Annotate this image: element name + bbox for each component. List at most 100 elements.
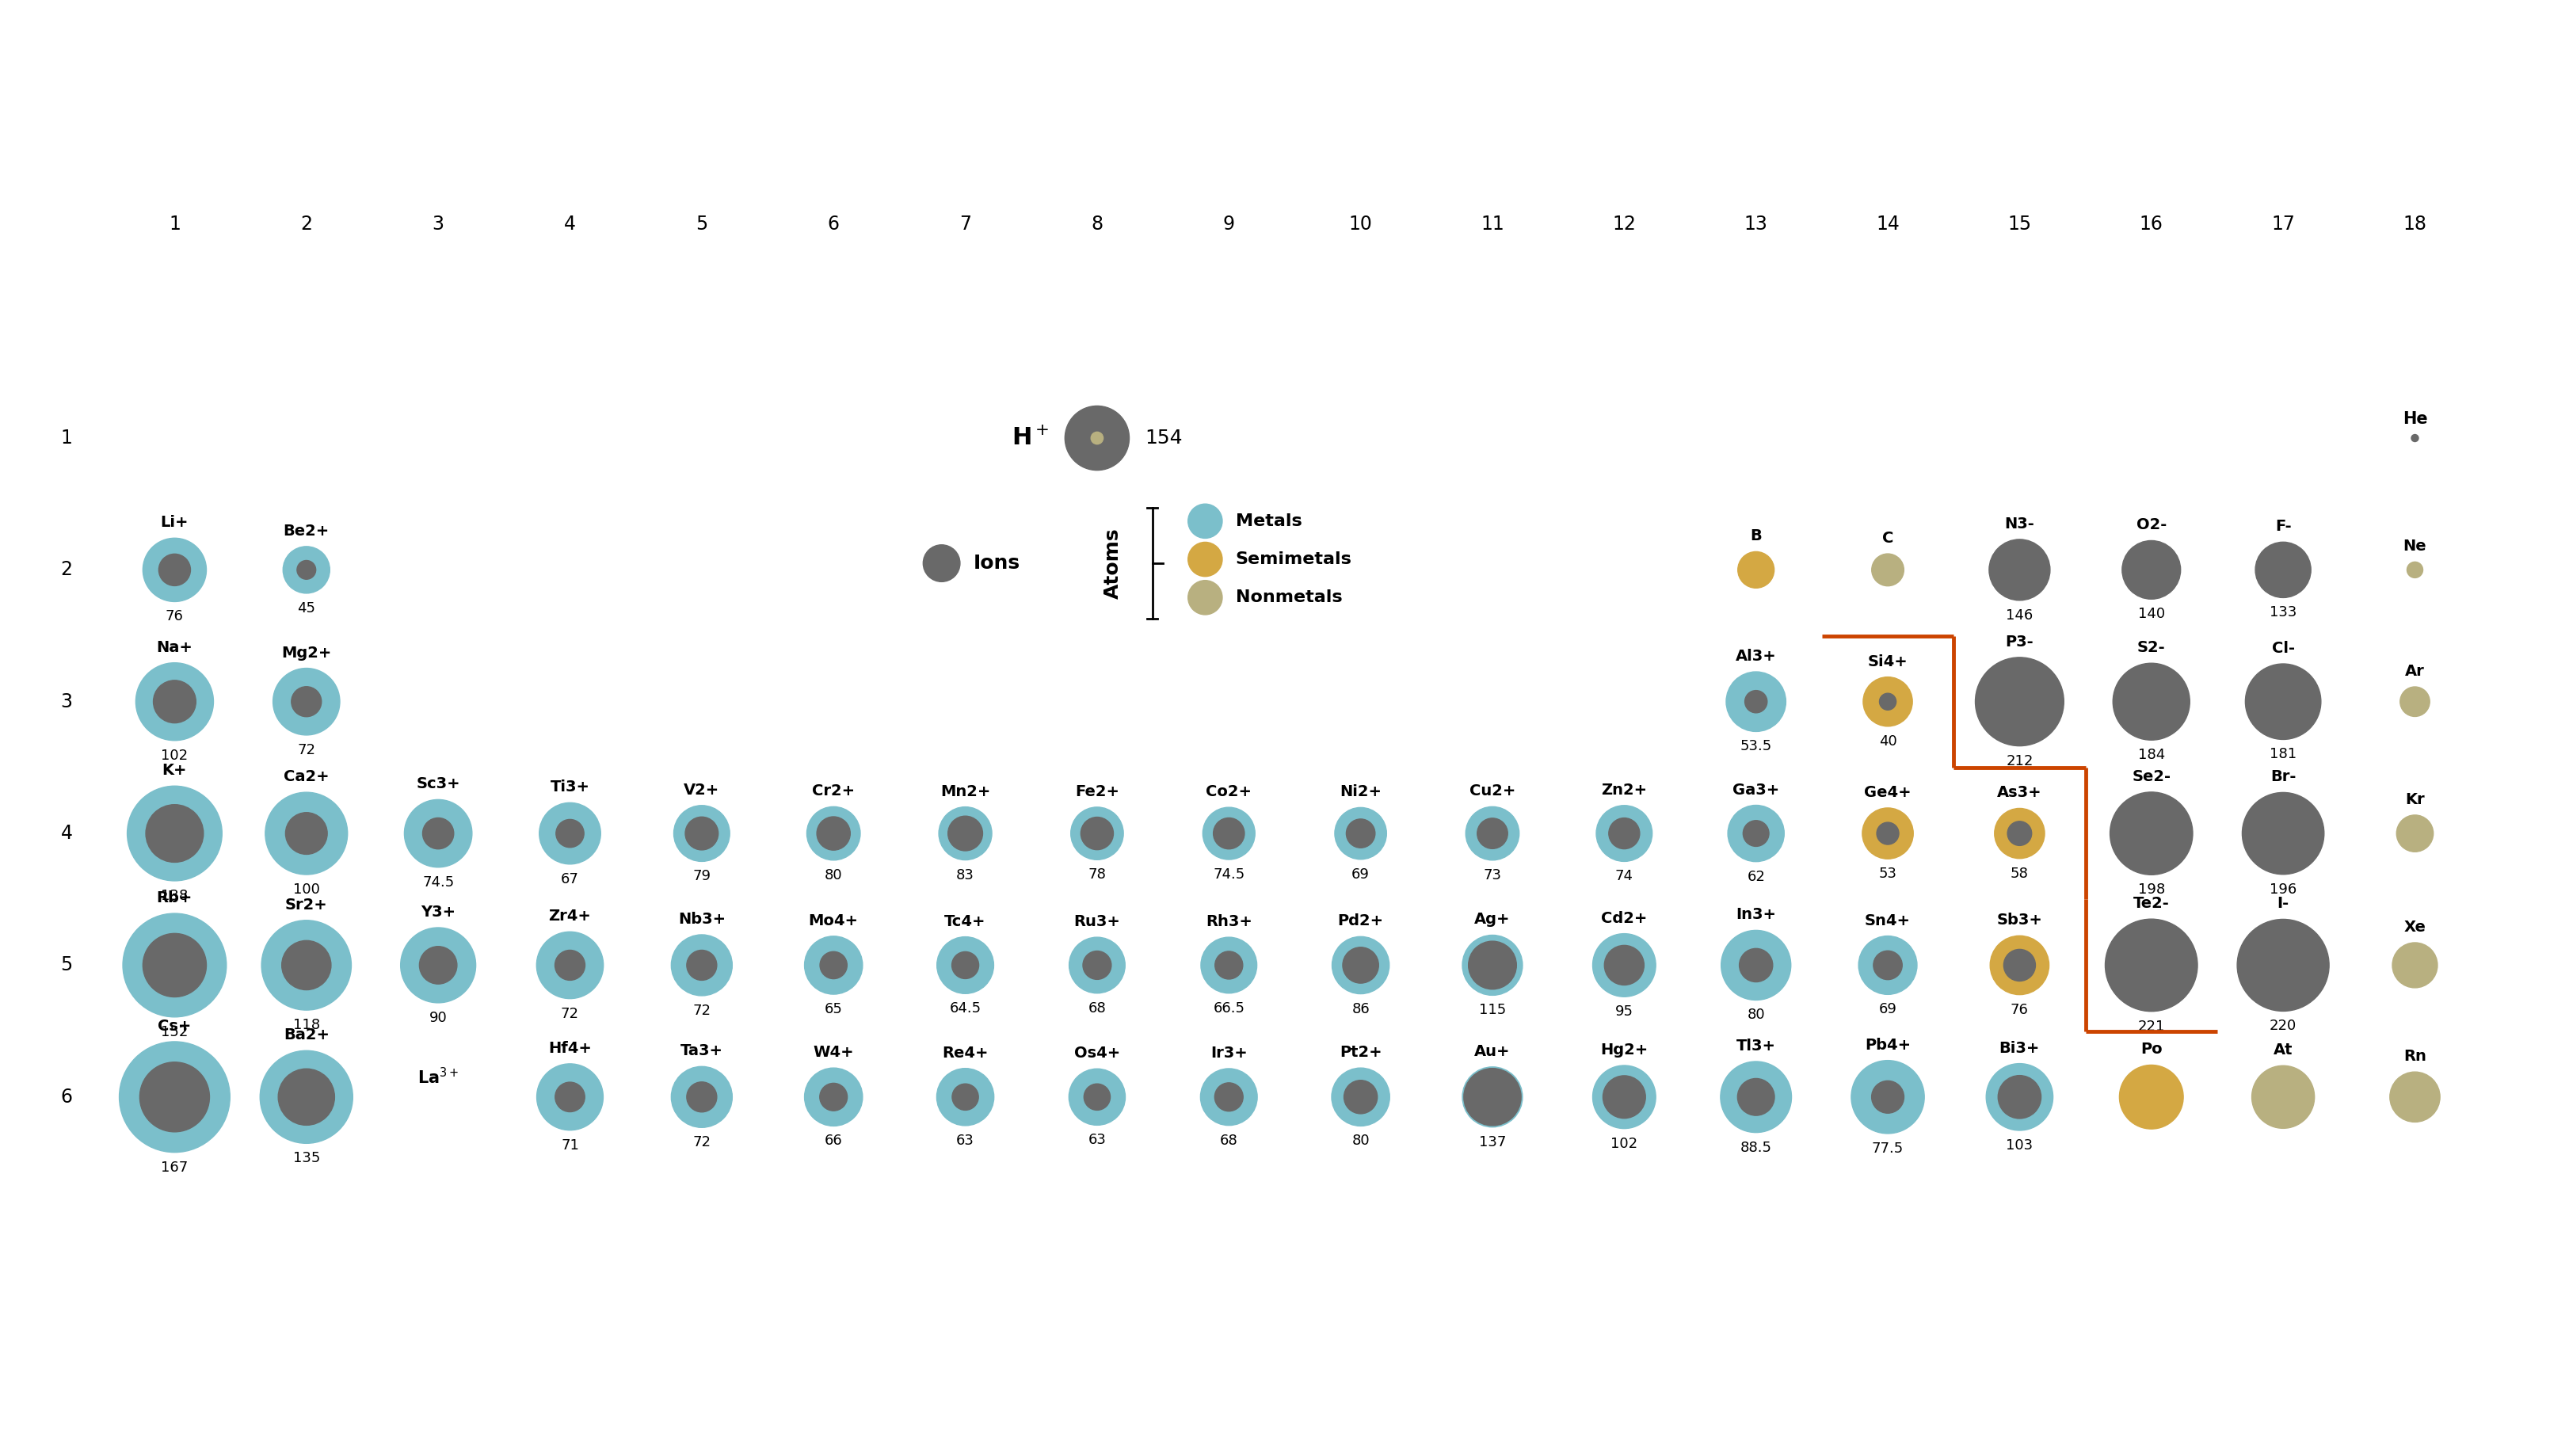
Circle shape (1729, 805, 1785, 862)
Text: Co2+: Co2+ (1206, 785, 1252, 799)
Text: 137: 137 (1479, 1136, 1507, 1149)
Text: 58: 58 (2009, 866, 2030, 881)
Text: Sc3+: Sc3+ (416, 776, 459, 792)
Text: 115: 115 (1479, 1003, 1507, 1018)
Circle shape (686, 817, 719, 850)
Text: Al3+: Al3+ (1737, 649, 1777, 664)
Circle shape (1744, 821, 1770, 846)
Circle shape (263, 920, 352, 1010)
Text: 167: 167 (161, 1160, 189, 1175)
Text: C: C (1882, 531, 1895, 546)
Text: Ti3+: Ti3+ (551, 780, 589, 795)
Text: 6: 6 (829, 215, 839, 234)
Circle shape (1464, 1069, 1520, 1125)
Circle shape (923, 545, 959, 582)
Text: 90: 90 (428, 1010, 446, 1025)
Text: Ag+: Ag+ (1474, 911, 1510, 927)
Circle shape (1877, 823, 1900, 844)
Text: As3+: As3+ (1997, 785, 2043, 801)
Text: Mo4+: Mo4+ (808, 913, 859, 929)
Circle shape (1997, 678, 2043, 725)
Circle shape (145, 805, 204, 862)
Text: Rb+: Rb+ (156, 891, 194, 906)
Circle shape (2259, 810, 2308, 858)
Circle shape (1739, 552, 1775, 588)
Text: 78: 78 (1089, 868, 1107, 882)
Text: Pb4+: Pb4+ (1864, 1038, 1910, 1053)
Circle shape (821, 952, 847, 978)
Text: Ni2+: Ni2+ (1339, 785, 1382, 799)
Circle shape (1609, 818, 1640, 849)
Circle shape (2412, 434, 2417, 441)
Circle shape (405, 799, 472, 868)
Text: F-: F- (2275, 520, 2292, 534)
Circle shape (2004, 949, 2035, 981)
Text: 80: 80 (824, 868, 842, 882)
Circle shape (1721, 1061, 1793, 1133)
Text: 76: 76 (2009, 1003, 2030, 1016)
Circle shape (423, 818, 454, 849)
Text: Xe: Xe (2405, 920, 2425, 935)
Circle shape (2119, 1064, 2183, 1128)
Circle shape (2127, 808, 2175, 858)
Text: 3: 3 (61, 692, 71, 711)
Circle shape (1594, 1066, 1655, 1128)
Text: 17: 17 (2272, 215, 2295, 234)
Circle shape (2137, 555, 2168, 585)
Text: Hg2+: Hg2+ (1601, 1042, 1647, 1057)
Circle shape (260, 1051, 352, 1143)
Circle shape (1214, 1083, 1242, 1111)
Circle shape (2407, 562, 2422, 578)
Text: Po: Po (2139, 1042, 2162, 1057)
Text: 72: 72 (694, 1136, 711, 1150)
Circle shape (1726, 671, 1785, 731)
Circle shape (2129, 680, 2173, 724)
Text: Nb3+: Nb3+ (678, 911, 727, 927)
Circle shape (2392, 942, 2438, 987)
Circle shape (1344, 1080, 1377, 1114)
Circle shape (140, 1061, 209, 1131)
Text: Ru3+: Ru3+ (1074, 914, 1119, 929)
Text: 5: 5 (61, 955, 71, 974)
Circle shape (1084, 1083, 1109, 1109)
Text: 154: 154 (1145, 428, 1183, 447)
Text: 88.5: 88.5 (1739, 1140, 1772, 1155)
Circle shape (1331, 936, 1390, 994)
Text: Rh3+: Rh3+ (1206, 914, 1252, 929)
Text: 220: 220 (2269, 1019, 2298, 1034)
Circle shape (556, 1082, 584, 1112)
Circle shape (686, 951, 717, 980)
Circle shape (1739, 948, 1772, 981)
Text: 146: 146 (2007, 609, 2032, 623)
Text: 2: 2 (61, 561, 71, 579)
Text: Zn2+: Zn2+ (1601, 782, 1647, 798)
Text: 74: 74 (1614, 869, 1635, 884)
Text: 4: 4 (61, 824, 71, 843)
Text: Se2-: Se2- (2132, 769, 2170, 785)
Circle shape (1346, 820, 1374, 847)
Text: 102: 102 (1612, 1137, 1637, 1150)
Text: 74.5: 74.5 (423, 875, 454, 890)
Text: 53: 53 (1879, 866, 1897, 881)
Text: O2-: O2- (2137, 518, 2168, 533)
Circle shape (673, 805, 729, 862)
Circle shape (122, 913, 227, 1016)
Text: 69: 69 (1352, 868, 1369, 881)
Text: 5: 5 (696, 215, 709, 234)
Text: 71: 71 (561, 1139, 579, 1152)
Text: Tc4+: Tc4+ (943, 914, 987, 929)
Circle shape (158, 553, 191, 585)
Circle shape (936, 1069, 994, 1125)
Text: Ions: Ions (974, 553, 1020, 572)
Text: 1: 1 (168, 215, 181, 234)
Circle shape (278, 1069, 334, 1125)
Text: 7: 7 (959, 215, 972, 234)
Text: 64.5: 64.5 (949, 1002, 982, 1016)
Circle shape (1331, 1067, 1390, 1125)
Text: 77.5: 77.5 (1872, 1142, 1905, 1156)
Text: 138: 138 (161, 888, 189, 903)
Circle shape (2254, 542, 2310, 597)
Text: 68: 68 (1219, 1133, 1237, 1147)
Circle shape (1874, 951, 1902, 980)
Circle shape (951, 1083, 979, 1109)
